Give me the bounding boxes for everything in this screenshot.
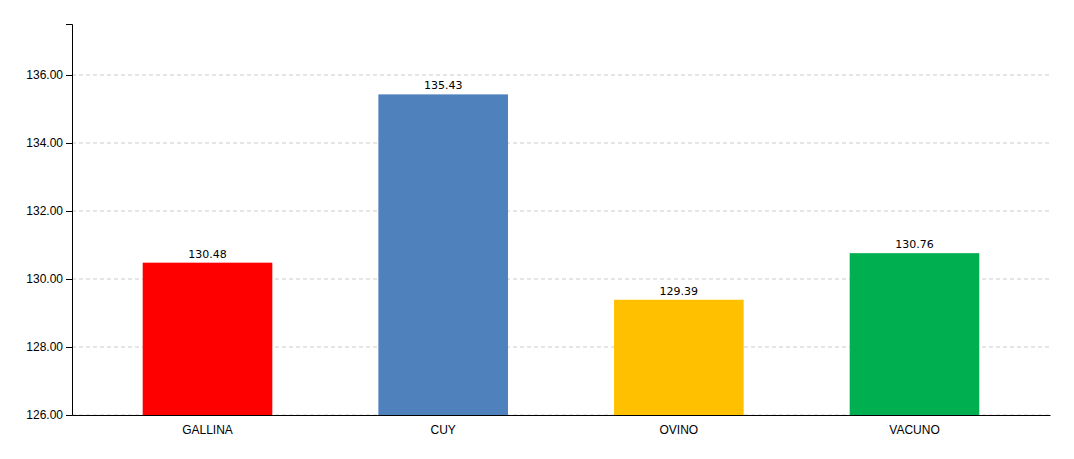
y-tick-mark: [66, 75, 72, 76]
data-label: 130.48: [188, 248, 227, 261]
bar: [614, 300, 744, 415]
y-tick-mark: [66, 415, 72, 416]
y-tick-label: 136.00: [26, 68, 63, 82]
y-tick: 130.00: [26, 272, 72, 286]
grid-line: [72, 75, 1050, 76]
y-axis: 126.00 128.00 130.00 132.00 134.00 136.00: [26, 25, 72, 423]
y-tick: 126.00: [26, 408, 72, 422]
x-tick-label: OVINO: [659, 423, 698, 437]
x-tick-label: CUY: [430, 423, 455, 437]
y-tick-mark: [66, 143, 72, 144]
y-tick-mark: [66, 347, 72, 348]
x-axis: GALLINA CUY OVINO VACUNO: [73, 416, 1051, 437]
y-tick-label: 128.00: [26, 340, 63, 354]
y-tick: 136.00: [26, 68, 72, 82]
plot: 126.00 128.00 130.00 132.00 134.00 136.00 GALL…: [26, 25, 1050, 437]
x-tick: GALLINA: [182, 423, 233, 437]
grid-line: [72, 143, 1050, 144]
y-tick-label: 126.00: [26, 408, 63, 422]
chart: 126.00 128.00 130.00 132.00 134.00 136.00 GALL…: [0, 0, 1074, 459]
data-labels: 130.48 135.43 129.39 130.76: [188, 79, 933, 297]
y-tick: 128.00: [26, 340, 72, 354]
bar: [850, 253, 980, 415]
bars: [143, 94, 980, 415]
x-axis-line: [73, 415, 1051, 416]
y-tick-mark: [66, 279, 72, 280]
y-tick: 132.00: [26, 204, 72, 218]
y-axis-line: [66, 25, 73, 416]
x-tick: OVINO: [659, 423, 698, 437]
y-tick-mark: [66, 211, 72, 212]
y-tick-label: 130.00: [26, 272, 63, 286]
x-tick: CUY: [430, 423, 455, 437]
bar: [143, 263, 273, 415]
x-tick: VACUNO: [889, 423, 939, 437]
data-label: 130.76: [895, 238, 934, 251]
data-label: 129.39: [660, 285, 699, 298]
grid: [72, 75, 1050, 415]
x-tick-label: GALLINA: [182, 423, 233, 437]
y-tick-label: 134.00: [26, 136, 63, 150]
y-tick: 134.00: [26, 136, 72, 150]
y-tick-label: 132.00: [26, 204, 63, 218]
x-tick-label: VACUNO: [889, 423, 939, 437]
data-label: 135.43: [424, 79, 463, 92]
grid-line: [72, 211, 1050, 212]
bar: [378, 94, 508, 415]
